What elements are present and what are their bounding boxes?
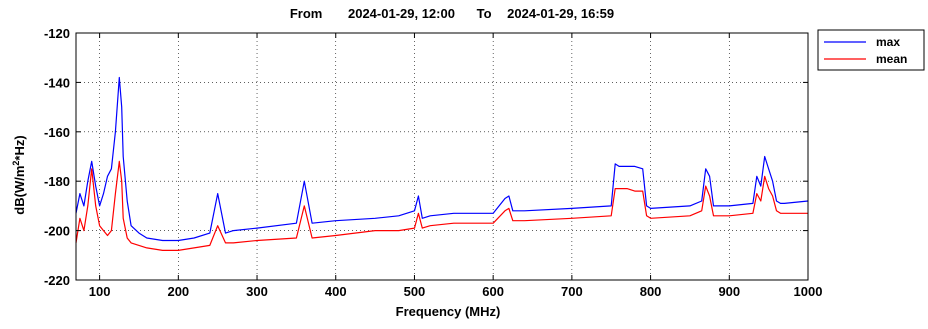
y-tick-label: -180: [44, 174, 70, 189]
title-to-label: To: [477, 6, 492, 21]
legend-label-max: max: [876, 35, 900, 49]
chart-title: From 2024-01-29, 12:00 To 2024-01-29, 16…: [290, 6, 614, 21]
y-axis-label-prefix: dB(W/m: [12, 166, 27, 215]
series-line-max: [75, 76, 809, 242]
y-tick-label: -200: [44, 224, 70, 239]
title-to-value: 2024-01-29, 16:59: [507, 6, 614, 21]
x-tick-label: 1000: [794, 284, 823, 299]
y-tick-label: -220: [44, 273, 70, 288]
y-tick-label: -120: [44, 26, 70, 41]
legend: max mean: [817, 29, 925, 71]
y-tick-label: -140: [44, 75, 70, 90]
title-from-value: 2024-01-29, 12:00: [348, 6, 455, 21]
x-tick-label: 300: [246, 284, 268, 299]
x-tick-label: 800: [640, 284, 662, 299]
x-tick-label: 500: [404, 284, 426, 299]
grid-lines: [76, 32, 809, 281]
axis-ticks: 100 200 300 400 500 600 700 800 900 1000 -120 -140 -…: [44, 26, 822, 299]
y-axis-label-suffix: *Hz): [12, 135, 27, 160]
x-tick-label: 700: [561, 284, 583, 299]
legend-label-mean: mean: [876, 52, 907, 66]
plot-frame: [75, 32, 809, 281]
y-tick-label: -160: [44, 125, 70, 140]
legend-box: [817, 29, 925, 71]
series-line-mean: [75, 160, 808, 251]
x-tick-label: 200: [167, 284, 189, 299]
x-axis-label: Frequency (MHz): [396, 304, 501, 319]
x-tick-label: 400: [325, 284, 347, 299]
x-tick-label: 900: [718, 284, 740, 299]
title-from-label: From: [290, 6, 323, 21]
y-axis-label: dB(W/m2*Hz): [11, 135, 27, 214]
x-tick-label: 100: [89, 284, 111, 299]
x-tick-label: 600: [482, 284, 504, 299]
series-group: [75, 76, 809, 251]
y-axis-label-sup: 2: [11, 161, 21, 166]
